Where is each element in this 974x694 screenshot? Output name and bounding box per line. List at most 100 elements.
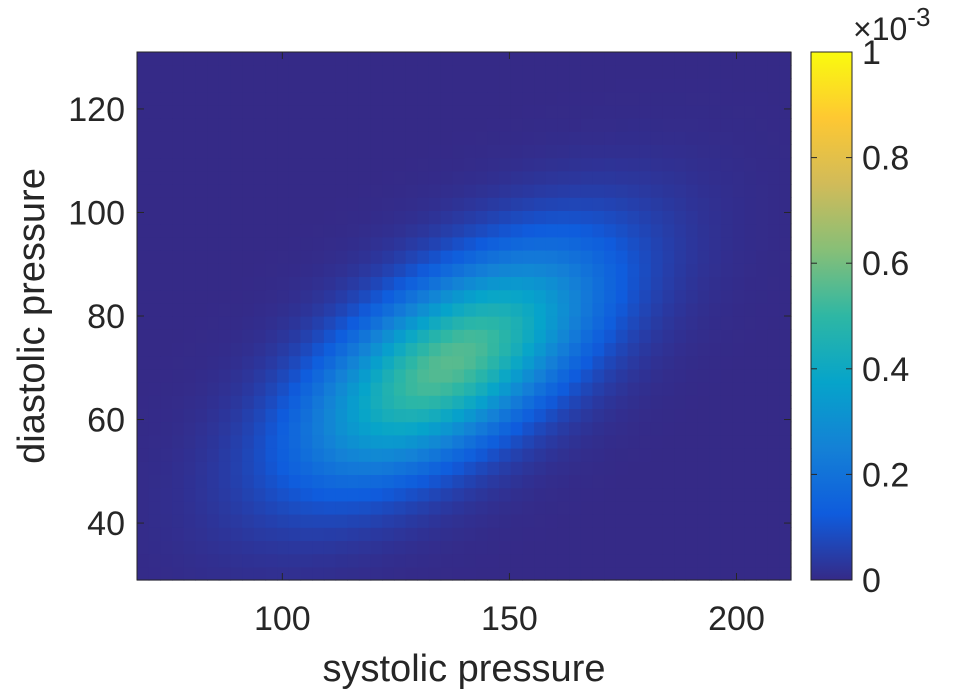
heatmap-cell: [218, 52, 232, 66]
heatmap-cell: [137, 474, 150, 489]
heatmap-cell: [382, 527, 395, 541]
heatmap-cell: [405, 170, 418, 185]
heatmap-cell: [312, 566, 325, 581]
heatmap-cell: [744, 527, 757, 541]
heatmap-cell: [335, 461, 348, 475]
heatmap-cell: [265, 514, 278, 528]
heatmap-cell: [720, 52, 734, 66]
heatmap-cell: [452, 342, 465, 357]
heatmap-cell: [604, 461, 617, 475]
heatmap-cell: [720, 144, 734, 159]
heatmap-cell: [499, 474, 512, 489]
heatmap-cell: [382, 448, 395, 462]
heatmap-cell: [767, 210, 780, 225]
heatmap-cell: [557, 104, 570, 119]
heatmap-cell: [195, 553, 208, 568]
heatmap-cell: [312, 157, 325, 172]
heatmap-cell: [370, 104, 383, 119]
heatmap-cell: [347, 527, 360, 541]
heatmap-cell: [382, 316, 395, 330]
heatmap-cell: [510, 302, 523, 317]
heatmap-cell: [534, 382, 547, 396]
heatmap-cell: [569, 131, 582, 145]
heatmap-cell: [405, 144, 418, 159]
heatmap-cell: [183, 197, 196, 211]
heatmap-cell: [323, 276, 337, 291]
heatmap-cell: [183, 276, 196, 291]
heatmap-cell: [148, 263, 161, 277]
heatmap-cell: [767, 144, 780, 159]
heatmap-cell: [265, 421, 278, 436]
colorbar-multiplier: ×10-3: [853, 2, 930, 47]
heatmap-cell: [358, 289, 372, 304]
heatmap-cell: [674, 118, 687, 132]
heatmap-cell: [160, 78, 173, 93]
heatmap-cell: [183, 514, 196, 528]
heatmap-cell: [674, 210, 687, 225]
heatmap-cell: [639, 500, 652, 515]
heatmap-cell: [452, 566, 465, 581]
heatmap-cell: [545, 566, 559, 581]
heatmap-cell: [709, 52, 722, 66]
heatmap-cell: [522, 65, 535, 79]
heatmap-cell: [288, 329, 302, 343]
heatmap-cell: [288, 210, 302, 225]
heatmap-cell: [487, 474, 500, 489]
heatmap-cell: [148, 408, 161, 423]
heatmap-cell: [615, 342, 629, 357]
heatmap-cell: [499, 421, 512, 436]
heatmap-cell: [230, 250, 243, 264]
heatmap-cell: [604, 342, 617, 357]
heatmap-cell: [534, 184, 547, 198]
heatmap-cell: [685, 342, 699, 357]
heatmap-cell: [428, 566, 442, 581]
heatmap-cell: [464, 514, 477, 528]
heatmap-cell: [662, 223, 675, 238]
heatmap-cell: [475, 276, 488, 291]
heatmap-cell: [417, 461, 430, 475]
heatmap-cell: [300, 223, 313, 238]
heatmap-cell: [277, 514, 290, 528]
heatmap-cell: [230, 329, 243, 343]
heatmap-cell: [183, 91, 196, 106]
heatmap-cell: [510, 527, 523, 541]
heatmap-cell: [639, 474, 652, 489]
heatmap-cell: [148, 184, 161, 198]
heatmap-cell: [417, 65, 430, 79]
heatmap-cell: [779, 514, 792, 528]
heatmap-cell: [569, 514, 582, 528]
heatmap-cell: [277, 487, 290, 502]
heatmap-cell: [744, 329, 757, 343]
heatmap-cell: [464, 91, 477, 106]
heatmap-cell: [370, 65, 383, 79]
heatmap-cell: [393, 302, 407, 317]
heatmap-cell: [207, 118, 220, 132]
heatmap-cell: [428, 65, 442, 79]
heatmap-cell: [639, 210, 652, 225]
heatmap-cell: [720, 368, 734, 383]
heatmap-cell: [767, 461, 780, 475]
heatmap-cell: [440, 170, 453, 185]
heatmap-cell: [172, 474, 185, 489]
heatmap-cell: [580, 118, 594, 132]
heatmap-cell: [288, 289, 302, 304]
heatmap-cell: [218, 210, 232, 225]
heatmap-cell: [732, 276, 745, 291]
heatmap-cell: [195, 223, 208, 238]
heatmap-cell: [487, 461, 500, 475]
heatmap-cell: [148, 170, 161, 185]
heatmap-cell: [569, 500, 582, 515]
heatmap-cell: [604, 302, 617, 317]
heatmap-cell: [545, 408, 559, 423]
heatmap-cell: [370, 184, 383, 198]
heatmap-cell: [732, 170, 745, 185]
heatmap-cell: [475, 157, 488, 172]
heatmap-cell: [335, 382, 348, 396]
heatmap-cell: [195, 474, 208, 489]
heatmap-cell: [358, 223, 372, 238]
heatmap-cell: [755, 52, 769, 66]
heatmap-cell: [230, 553, 243, 568]
heatmap-cell: [452, 408, 465, 423]
heatmap-cell: [720, 78, 734, 93]
heatmap-cell: [207, 474, 220, 489]
